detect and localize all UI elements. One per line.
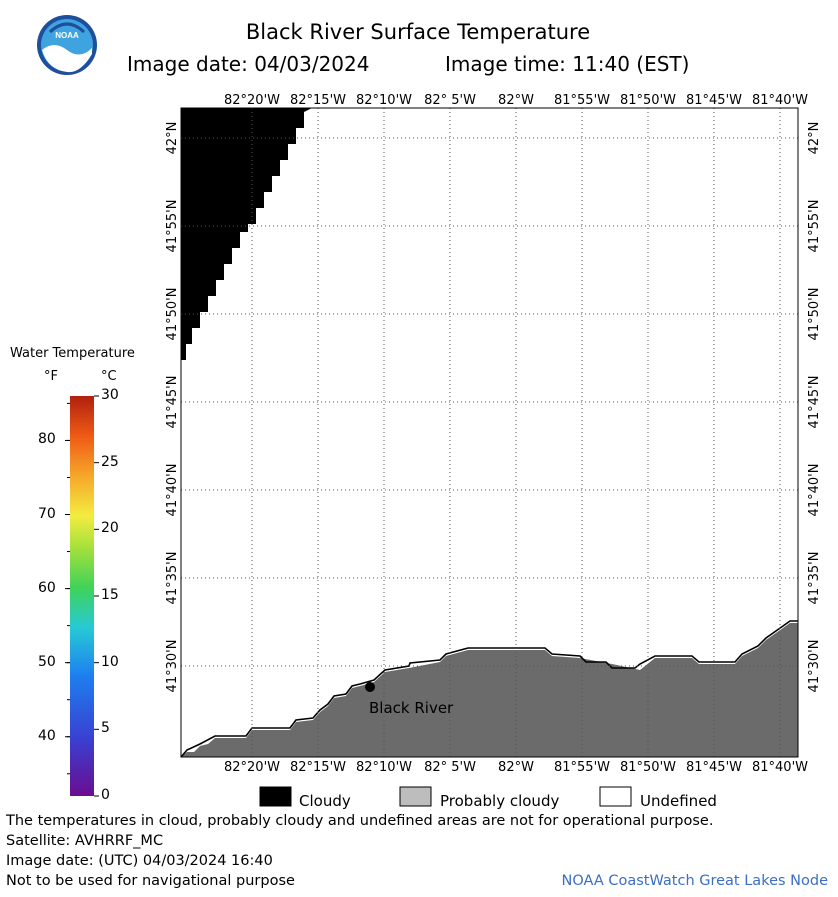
longitude-label: 81°50'W — [620, 760, 676, 775]
image-time: Image time: 11:40 (EST) — [445, 52, 690, 76]
longitude-label: 81°40'W — [752, 760, 808, 775]
latitude-labels-right: 42°N 41°55'N 41°50'N 41°45'N 41°40'N 41°35'N 4… — [807, 122, 822, 693]
cloudy-label: Cloudy — [299, 792, 351, 810]
longitude-labels-top: 82°20'W 82°15'W 82°10'W 82° 5'W 82°W 81°55'W 8… — [224, 93, 808, 108]
unit-celsius: °C — [101, 369, 117, 384]
utc-image-date: Image date: (UTC) 04/03/2024 16:40 — [6, 853, 273, 869]
longitude-label: 82°15'W — [290, 760, 346, 775]
latitude-labels-left: 42°N 41°55'N 41°50'N 41°45'N 41°40'N 41°35'N 4… — [165, 122, 180, 693]
black-river-label: Black River — [369, 699, 454, 717]
navigation-warning: Not to be used for navigational purpose — [6, 873, 295, 889]
celsius-tick-label: 5 — [101, 720, 110, 737]
longitude-labels-bottom: 82°20'W 82°15'W 82°10'W 82° 5'W 82°W 81°55'W 8… — [224, 760, 808, 775]
noaa-logo-text: NOAA — [55, 31, 79, 40]
longitude-label: 81°40'W — [752, 93, 808, 108]
credit-link[interactable]: NOAA CoastWatch Great Lakes Node — [561, 873, 828, 889]
colorbar-title: Water Temperature — [10, 346, 135, 361]
fahrenheit-tick-label: 50 — [38, 653, 56, 670]
longitude-label: 82°W — [498, 93, 534, 108]
noaa-logo: NOAA — [37, 15, 97, 75]
celsius-tick-label: 25 — [101, 453, 119, 470]
longitude-label: 82°W — [498, 760, 534, 775]
latitude-label: 41°55'N — [165, 200, 180, 253]
fahrenheit-tick-label: 80 — [38, 431, 56, 448]
longitude-label: 82°10'W — [356, 93, 412, 108]
longitude-label: 82°15'W — [290, 93, 346, 108]
satellite-info: Satellite: AVHRRF_MC — [6, 833, 164, 849]
probably-cloudy-swatch — [399, 786, 432, 807]
title-text: Black River Surface Temperature — [245, 20, 591, 44]
longitude-label: 81°50'W — [620, 93, 676, 108]
latitude-label: 41°50'N — [165, 288, 180, 341]
celsius-tick-label: 30 — [101, 387, 119, 403]
latitude-label: 41°35'N — [807, 552, 822, 605]
latitude-label: 41°50'N — [807, 288, 822, 341]
latitude-label: 41°40'N — [807, 464, 822, 517]
latitude-label: 41°30'N — [807, 640, 822, 693]
longitude-label: 82° 5'W — [424, 760, 476, 775]
latitude-label: 41°30'N — [165, 640, 180, 693]
celsius-tick-label: 0 — [101, 787, 110, 803]
colorbar-ticks — [65, 395, 99, 797]
unit-fahrenheit: °F — [44, 369, 58, 384]
latitude-label: 41°35'N — [165, 552, 180, 605]
longitude-label: 82°20'W — [224, 760, 280, 775]
latitude-label: 41°55'N — [807, 200, 822, 253]
longitude-label: 81°55'W — [554, 93, 610, 108]
black-river-marker — [365, 682, 375, 692]
celsius-tick-label: 10 — [101, 653, 119, 670]
temperature-colorbar — [70, 396, 94, 796]
fahrenheit-tick-label: 40 — [38, 727, 56, 744]
latitude-label: 41°45'N — [165, 376, 180, 429]
celsius-tick-label: 20 — [101, 520, 119, 537]
longitude-label: 81°45'W — [686, 93, 742, 108]
latitude-label: 41°40'N — [165, 464, 180, 517]
fahrenheit-tick-label: 60 — [38, 579, 56, 596]
latitude-label: 42°N — [165, 122, 180, 155]
graticule — [181, 108, 798, 757]
undefined-label: Undefined — [640, 792, 717, 810]
probably-cloudy-label: Probably cloudy — [440, 792, 560, 810]
map-frame — [180, 107, 799, 758]
longitude-label: 81°55'W — [554, 760, 610, 775]
image-date: Image date: 04/03/2024 — [127, 52, 370, 76]
land-area — [181, 623, 798, 757]
latitude-label: 41°45'N — [807, 376, 822, 429]
celsius-tick-label: 15 — [101, 587, 119, 603]
longitude-label: 82° 5'W — [424, 93, 476, 108]
longitude-label: 82°20'W — [224, 93, 280, 108]
page-title: Black River Surface Temperature — [0, 20, 838, 44]
cloudy-area — [181, 108, 312, 360]
fahrenheit-tick-label: 70 — [38, 505, 56, 522]
longitude-label: 81°45'W — [686, 760, 742, 775]
disclaimer: The temperatures in cloud, probably clou… — [6, 813, 714, 829]
latitude-label: 42°N — [807, 122, 822, 155]
undefined-swatch — [599, 786, 632, 807]
cloudy-swatch — [259, 786, 292, 807]
longitude-label: 82°10'W — [356, 760, 412, 775]
